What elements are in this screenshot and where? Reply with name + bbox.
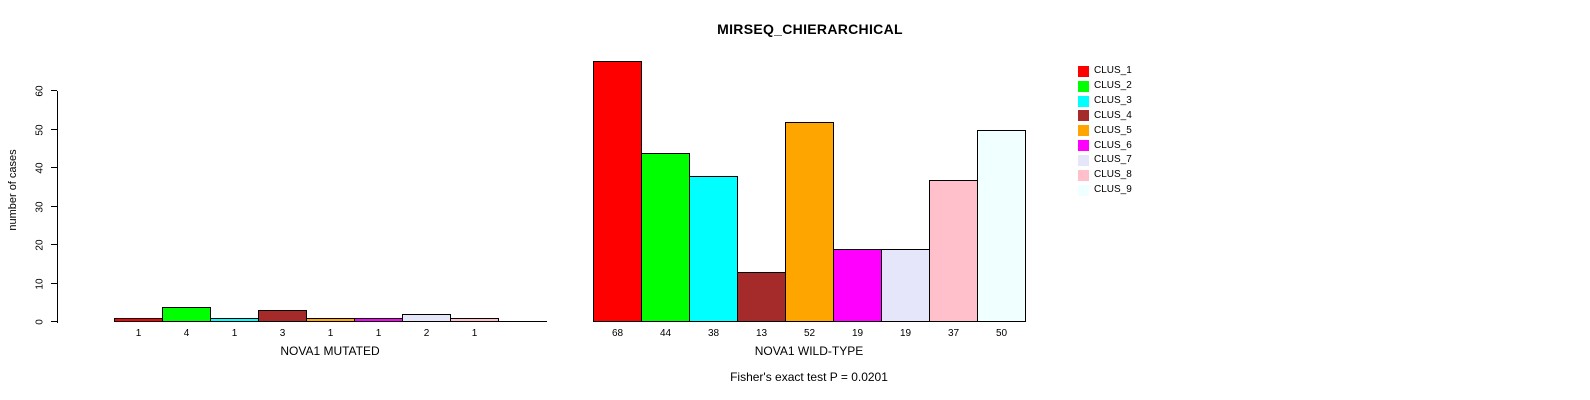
legend-swatch-clus_8 — [1078, 169, 1089, 181]
bar-value-label: 1 — [135, 328, 142, 339]
legend-swatch-clus_5 — [1078, 125, 1089, 137]
y-tick-label: 0 — [34, 319, 46, 325]
y-tick-label: 40 — [34, 162, 46, 174]
bar-value-label: 50 — [995, 328, 1008, 339]
y-tick-label: 20 — [34, 239, 46, 251]
legend-label: CLUS_7 — [1094, 154, 1132, 166]
y-axis-line — [57, 91, 58, 323]
bar-value-label: 68 — [611, 328, 624, 339]
bar-value-label: 38 — [707, 328, 720, 339]
legend-label: CLUS_9 — [1094, 184, 1132, 196]
legend-label: CLUS_2 — [1094, 80, 1132, 92]
y-tick-mark — [51, 167, 57, 168]
y-tick-label: 60 — [34, 85, 46, 97]
bar-wildtype-clus_9 — [977, 130, 1026, 322]
bar-mutated-clus_9-zero — [498, 321, 547, 322]
legend-item-clus_3: CLUS_3 — [1078, 94, 1132, 109]
x-axis-label-nova1-wild-type: NOVA1 WILD-TYPE — [754, 344, 864, 358]
y-tick-label: 30 — [34, 201, 46, 213]
legend-swatch-clus_2 — [1078, 80, 1089, 92]
bar-wildtype-clus_2 — [641, 153, 690, 322]
legend-label: CLUS_8 — [1094, 169, 1132, 181]
bar-mutated-clus_5 — [306, 318, 355, 322]
bar-wildtype-clus_8 — [929, 180, 978, 322]
legend-swatch-clus_9 — [1078, 184, 1089, 196]
legend-swatch-clus_6 — [1078, 140, 1089, 152]
legend-item-clus_2: CLUS_2 — [1078, 79, 1132, 94]
chart-title: MIRSEQ_CHIERARCHICAL — [717, 21, 903, 37]
y-tick-label: 50 — [34, 124, 46, 136]
legend-item-clus_5: CLUS_5 — [1078, 123, 1132, 138]
bar-mutated-clus_8 — [450, 318, 499, 322]
bar-value-label: 3 — [279, 328, 286, 339]
bar-wildtype-clus_5 — [785, 122, 834, 322]
y-tick-mark — [51, 283, 57, 284]
legend-swatch-clus_7 — [1078, 154, 1089, 166]
legend-item-clus_8: CLUS_8 — [1078, 168, 1132, 183]
legend-item-clus_4: CLUS_4 — [1078, 109, 1132, 124]
bar-mutated-clus_7 — [402, 314, 451, 322]
bar-value-label: 1 — [327, 328, 334, 339]
y-tick-mark — [51, 90, 57, 91]
legend: CLUS_1 CLUS_2 CLUS_3 CLUS_4 CLUS_5 CLUS_6 CLUS… — [1078, 64, 1132, 198]
bar-value-label: 19 — [851, 328, 864, 339]
legend-swatch-clus_3 — [1078, 95, 1089, 107]
legend-swatch-clus_1 — [1078, 65, 1089, 77]
legend-item-clus_7: CLUS_7 — [1078, 153, 1132, 168]
bar-wildtype-clus_3 — [689, 176, 738, 322]
legend-swatch-clus_4 — [1078, 110, 1089, 122]
y-axis-label: number of cases — [7, 149, 19, 231]
bar-mutated-clus_2 — [162, 307, 211, 322]
legend-label: CLUS_4 — [1094, 109, 1132, 121]
y-tick-mark — [51, 206, 57, 207]
bar-value-label: 2 — [423, 328, 430, 339]
bar-value-label: 13 — [755, 328, 768, 339]
bar-value-label: 52 — [803, 328, 816, 339]
bar-wildtype-clus_4 — [737, 272, 786, 322]
bar-mutated-clus_3 — [210, 318, 259, 322]
y-tick-mark — [51, 129, 57, 130]
legend-label: CLUS_1 — [1094, 65, 1132, 77]
bar-value-label: 1 — [231, 328, 238, 339]
y-tick-mark — [51, 244, 57, 245]
legend-label: CLUS_5 — [1094, 124, 1132, 136]
x-axis-label-nova1-mutated: NOVA1 MUTATED — [280, 344, 380, 358]
legend-item-clus_6: CLUS_6 — [1078, 138, 1132, 153]
bar-wildtype-clus_7 — [881, 249, 930, 322]
legend-item-clus_9: CLUS_9 — [1078, 183, 1132, 198]
y-tick-mark — [51, 321, 57, 322]
bar-value-label: 1 — [375, 328, 382, 339]
bar-value-label: 44 — [659, 328, 672, 339]
bar-wildtype-clus_6 — [833, 249, 882, 322]
footnote-fisher-test: Fisher's exact test P = 0.0201 — [730, 370, 888, 384]
bar-mutated-clus_6 — [354, 318, 403, 322]
bar-wildtype-clus_1 — [593, 61, 642, 322]
bar-value-label: 4 — [183, 328, 190, 339]
y-tick-label: 10 — [34, 278, 46, 290]
bar-mutated-clus_1 — [114, 318, 163, 322]
bar-value-label: 1 — [471, 328, 478, 339]
bar-value-label: 37 — [947, 328, 960, 339]
legend-item-clus_1: CLUS_1 — [1078, 64, 1132, 79]
bar-mutated-clus_4 — [258, 310, 307, 322]
bar-value-label: 19 — [899, 328, 912, 339]
legend-label: CLUS_3 — [1094, 95, 1132, 107]
legend-label: CLUS_6 — [1094, 139, 1132, 151]
